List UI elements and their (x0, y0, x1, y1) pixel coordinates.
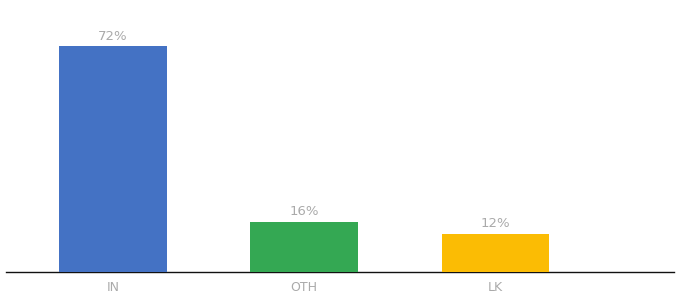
Bar (250, 222, 358, 272)
Bar (441, 234, 549, 272)
Bar (59, 46, 167, 272)
Text: 12%: 12% (481, 218, 510, 230)
Text: 16%: 16% (290, 205, 319, 218)
Text: 72%: 72% (98, 29, 128, 43)
